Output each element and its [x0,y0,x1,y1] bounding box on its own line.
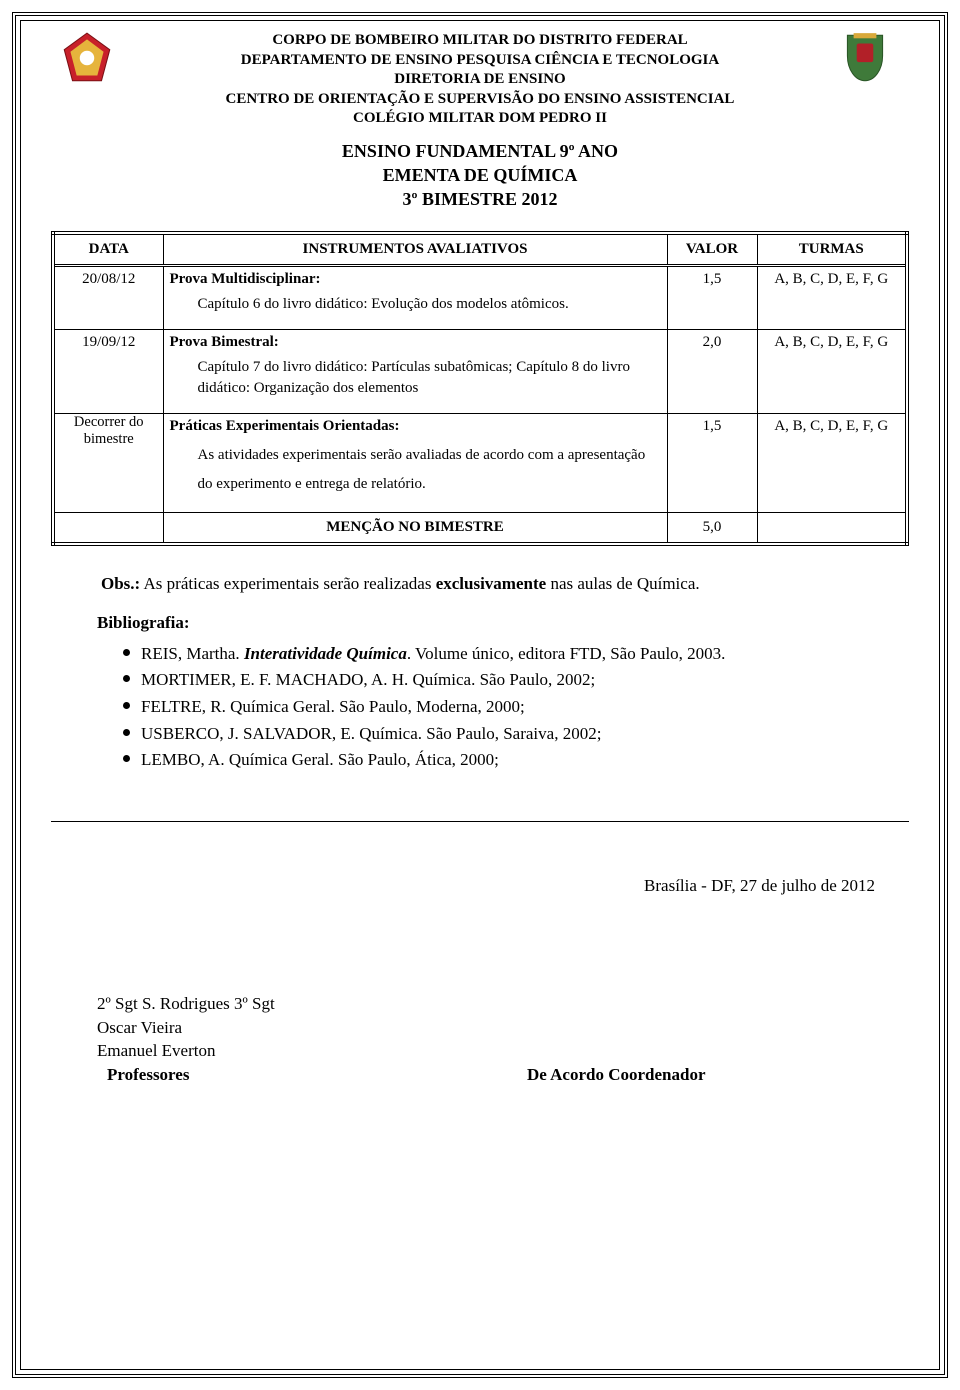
cell-instrument: Prova Bimestral: Capítulo 7 do livro did… [163,330,667,414]
cell-turmas: A, B, C, D, E, F, G [757,414,907,513]
cell-instrument-label: Prova Bimestral: [170,334,661,351]
cell-date: 19/09/12 [53,330,163,414]
th-turmas: TURMAS [757,233,907,266]
cell-valor: 1,5 [667,266,757,330]
table-row: Decorrer do bimestre Práticas Experiment… [53,414,907,513]
mencao-row: MENÇÃO NO BIMESTRE 5,0 [53,513,907,545]
separator-line [51,821,909,822]
bib-text: USBERCO, J. SALVADOR, E. Química. São Pa… [141,724,601,743]
bibliography-item: USBERCO, J. SALVADOR, E. Química. São Pa… [127,722,901,747]
coordinator-label: De Acordo Coordenador [527,1063,705,1087]
table-header-row: DATA INSTRUMENTOS AVALIATIVOS VALOR TURM… [53,233,907,266]
bibliography-item: MORTIMER, E. F. MACHADO, A. H. Química. … [127,668,901,693]
cell-date: Decorrer do bimestre [53,414,163,513]
bib-em: Interatividade Química [244,644,407,663]
signatory-line-2: Oscar Vieira [97,1016,275,1040]
cell-instrument: Práticas Experimentais Orientadas: As at… [163,414,667,513]
mencao-valor: 5,0 [667,513,757,545]
bib-text: . Volume único, editora FTD, São Paulo, … [407,644,726,663]
obs-text: As práticas experimentais serão realizad… [140,574,435,593]
obs-prefix: Obs.: [101,574,140,593]
emblem-right-icon [839,29,891,89]
course-line-1: ENSINO FUNDAMENTAL 9º ANO [51,139,909,163]
cell-instrument: Prova Multidisciplinar: Capítulo 6 do li… [163,266,667,330]
obs-emph: exclusivamente [436,574,546,593]
bib-text: LEMBO, A. Química Geral. São Paulo, Átic… [141,750,499,769]
cell-instrument-body: As atividades experimentais serão avalia… [170,435,661,508]
obs-paragraph: Obs.: As práticas experimentais serão re… [101,572,901,597]
signature-block: 2º Sgt S. Rodrigues 3º Sgt Oscar Vieira … [97,992,909,1087]
th-instrumentos: INSTRUMENTOS AVALIATIVOS [163,233,667,266]
bibliography-item: REIS, Martha. Interatividade Química. Vo… [127,642,901,667]
header-line-4: CENTRO DE ORIENTAÇÃO E SUPERVISÃO DO ENS… [51,90,909,110]
mencao-empty [53,513,163,545]
letterhead: CORPO DE BOMBEIRO MILITAR DO DISTRITO FE… [51,29,909,129]
cell-valor: 2,0 [667,330,757,414]
header-line-1: CORPO DE BOMBEIRO MILITAR DO DISTRITO FE… [51,31,909,51]
th-valor: VALOR [667,233,757,266]
signatory-line-3: Emanuel Everton [97,1039,275,1063]
course-line-3: 3º BIMESTRE 2012 [51,187,909,211]
page-border-inner: CORPO DE BOMBEIRO MILITAR DO DISTRITO FE… [20,20,940,1370]
header-line-3: DIRETORIA DE ENSINO [51,70,909,90]
emblem-left-icon [61,29,113,89]
course-title: ENSINO FUNDAMENTAL 9º ANO EMENTA DE QUÍM… [51,139,909,212]
professors-label: Professores [97,1063,275,1087]
document-date: Brasília - DF, 27 de julho de 2012 [51,876,875,896]
table-row: 20/08/12 Prova Multidisciplinar: Capítul… [53,266,907,330]
notes-section: Obs.: As práticas experimentais serão re… [101,572,901,772]
th-data: DATA [53,233,163,266]
cell-instrument-label: Prova Multidisciplinar: [170,271,661,288]
obs-tail: nas aulas de Química. [546,574,699,593]
page-border-outer: CORPO DE BOMBEIRO MILITAR DO DISTRITO FE… [12,12,948,1378]
mencao-label: MENÇÃO NO BIMESTRE [163,513,667,545]
cell-turmas: A, B, C, D, E, F, G [757,330,907,414]
bib-text: MORTIMER, E. F. MACHADO, A. H. Química. … [141,670,595,689]
mencao-empty [757,513,907,545]
bib-text: FELTRE, R. Química Geral. São Paulo, Mod… [141,697,525,716]
bibliography-item: FELTRE, R. Química Geral. São Paulo, Mod… [127,695,901,720]
bibliography-item: LEMBO, A. Química Geral. São Paulo, Átic… [127,748,901,773]
signature-left: 2º Sgt S. Rodrigues 3º Sgt Oscar Vieira … [97,992,275,1087]
bib-text: REIS, Martha. [141,644,244,663]
bibliography-title: Bibliografia: [97,611,901,636]
signatory-line-1: 2º Sgt S. Rodrigues 3º Sgt [97,992,275,1016]
cell-turmas: A, B, C, D, E, F, G [757,266,907,330]
cell-instrument-label: Práticas Experimentais Orientadas: [170,418,661,435]
cell-valor: 1,5 [667,414,757,513]
header-line-2: DEPARTAMENTO DE ENSINO PESQUISA CIÊNCIA … [51,51,909,71]
bibliography-list: REIS, Martha. Interatividade Química. Vo… [101,642,901,773]
table-row: 19/09/12 Prova Bimestral: Capítulo 7 do … [53,330,907,414]
cell-date: 20/08/12 [53,266,163,330]
course-line-2: EMENTA DE QUÍMICA [51,163,909,187]
cell-instrument-body: Capítulo 7 do livro didático: Partículas… [170,351,661,409]
evaluation-table: DATA INSTRUMENTOS AVALIATIVOS VALOR TURM… [51,231,909,546]
cell-instrument-body: Capítulo 6 do livro didático: Evolução d… [170,288,661,325]
header-line-5: COLÉGIO MILITAR DOM PEDRO II [51,109,909,129]
